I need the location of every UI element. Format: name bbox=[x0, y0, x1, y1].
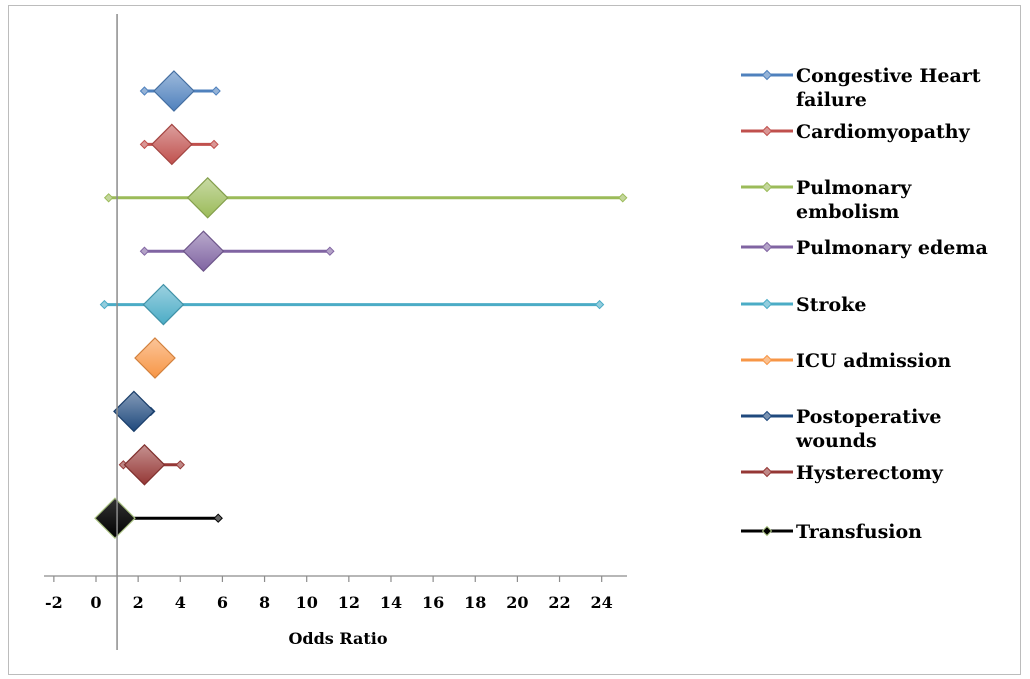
series-stroke bbox=[99, 283, 605, 326]
legend-label: Transfusion bbox=[796, 521, 922, 543]
legend-marker bbox=[761, 181, 773, 193]
odds-ratio-marker bbox=[113, 390, 155, 433]
legend-marker bbox=[761, 525, 773, 537]
series-cardiomyopathy bbox=[139, 123, 219, 166]
series-hysterectomy bbox=[118, 443, 185, 486]
legend-item: Cardiomyopathy bbox=[741, 121, 971, 143]
legend-item: Stroke bbox=[741, 294, 866, 316]
x-tick-label: 16 bbox=[422, 593, 444, 612]
odds-ratio-marker bbox=[151, 123, 193, 166]
x-tick-label: 0 bbox=[90, 593, 101, 612]
legend-label: Congestive Heart bbox=[796, 65, 981, 87]
x-tick-label: -2 bbox=[45, 593, 63, 612]
ci-endpoint bbox=[211, 86, 221, 96]
legend-marker bbox=[761, 125, 773, 137]
series-pulmonary-edema bbox=[139, 230, 335, 273]
x-tick-label: 6 bbox=[217, 593, 228, 612]
x-tick-label: 2 bbox=[133, 593, 144, 612]
legend-label: Pulmonary bbox=[796, 177, 912, 199]
legend-marker bbox=[761, 298, 773, 310]
series-icu-admission bbox=[134, 337, 176, 379]
x-axis-title: Odds Ratio bbox=[288, 629, 387, 648]
odds-ratio-marker bbox=[94, 497, 136, 540]
ci-endpoint bbox=[618, 193, 628, 203]
x-tick-label: 24 bbox=[591, 593, 613, 612]
legend-label: Pulmonary edema bbox=[796, 237, 988, 259]
series-transfusion bbox=[94, 497, 223, 540]
legend-marker bbox=[761, 69, 773, 81]
legend-marker bbox=[761, 354, 773, 366]
legend-label: failure bbox=[796, 89, 867, 111]
chart-frame bbox=[8, 5, 1021, 675]
ci-endpoint bbox=[209, 139, 219, 150]
legend-label: ICU admission bbox=[796, 350, 951, 372]
ci-endpoint bbox=[139, 86, 150, 96]
legend-label: wounds bbox=[795, 430, 877, 452]
odds-ratio-marker bbox=[142, 283, 185, 326]
x-tick-label: 4 bbox=[175, 593, 186, 612]
plot-area bbox=[94, 14, 628, 650]
legend-label: Hysterectomy bbox=[796, 462, 944, 484]
odds-ratio-marker bbox=[182, 230, 225, 273]
odds-ratio-marker bbox=[153, 70, 195, 112]
ci-endpoint bbox=[213, 513, 223, 523]
legend-marker bbox=[761, 410, 773, 422]
ci-endpoint bbox=[103, 193, 114, 203]
legend-label: Cardiomyopathy bbox=[796, 121, 971, 143]
ci-endpoint bbox=[594, 299, 605, 310]
series-pulmonary-embolism bbox=[103, 176, 628, 219]
x-tick-label: 12 bbox=[338, 593, 360, 612]
legend-marker bbox=[761, 241, 773, 253]
x-axis: -2 0 2 4 6 8 10 12 14 16 18 20 22 24 bbox=[44, 575, 627, 612]
x-tick-label: 10 bbox=[296, 593, 318, 612]
legend-item: Pulmonary edema bbox=[741, 237, 988, 259]
series-postoperative-wounds bbox=[113, 390, 156, 433]
ci-endpoint bbox=[99, 299, 110, 310]
x-tick-label: 20 bbox=[506, 593, 528, 612]
x-tick-label: 14 bbox=[380, 593, 402, 612]
series-congestive-heart-failure bbox=[139, 70, 221, 112]
ci-endpoint bbox=[175, 460, 185, 470]
legend-label: embolism bbox=[796, 201, 899, 223]
ci-endpoint bbox=[325, 246, 335, 256]
odds-ratio-marker bbox=[123, 443, 166, 486]
x-tick-label: 8 bbox=[259, 593, 270, 612]
legend-item: Hysterectomy bbox=[741, 462, 944, 484]
legend-item: ICU admission bbox=[741, 350, 951, 372]
x-tick-label: 18 bbox=[464, 593, 486, 612]
ci-endpoint bbox=[139, 139, 150, 150]
odds-ratio-marker bbox=[134, 337, 176, 379]
odds-ratio-marker bbox=[186, 176, 229, 219]
x-tick-label: 22 bbox=[548, 593, 570, 612]
legend-label: Stroke bbox=[796, 294, 866, 316]
legend-label: Postoperative bbox=[796, 406, 941, 428]
legend-item: Transfusion bbox=[741, 521, 922, 543]
legend-marker bbox=[761, 466, 773, 478]
ci-endpoint bbox=[139, 246, 150, 256]
